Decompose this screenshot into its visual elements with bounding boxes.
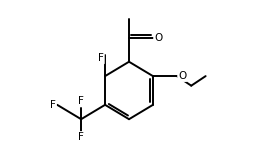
Text: O: O xyxy=(154,33,162,43)
Text: F: F xyxy=(98,53,104,63)
Text: F: F xyxy=(50,100,56,110)
Text: F: F xyxy=(78,96,84,106)
Text: F: F xyxy=(78,132,84,142)
Text: O: O xyxy=(178,71,186,81)
